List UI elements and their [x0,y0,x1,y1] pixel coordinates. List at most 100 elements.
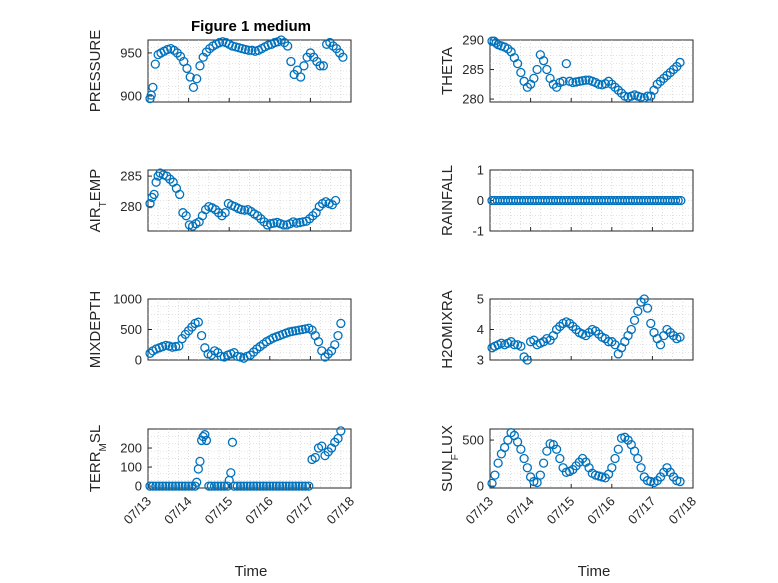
data-point [281,481,291,491]
data-point [665,67,675,78]
data-point [269,218,279,228]
data-point [185,72,195,82]
data-point [195,61,205,71]
data-point [561,58,571,69]
data-point [519,453,529,464]
data-point [193,317,203,327]
data-point [287,326,298,336]
y-tick-label: 4 [477,322,484,337]
data-point [232,481,242,491]
data-point [581,330,591,341]
data-point [313,337,324,347]
data-point [633,306,643,316]
data-point [177,481,187,491]
data-point [636,463,646,473]
y-axis-label: H2OMIXRA [439,290,456,368]
data-point [180,481,191,491]
data-point [336,426,346,436]
data-point [668,330,679,341]
data-point [490,470,500,480]
x-tick-label: 07/14 [503,494,537,528]
data-point [310,452,320,463]
data-point [491,38,501,48]
data-point [538,56,549,66]
data-point [516,67,526,78]
y-tick-label: -1 [472,224,484,239]
data-point [509,340,520,350]
data-point [209,481,220,491]
x-axis-label-right: Time [578,563,611,580]
data-point [170,481,181,491]
data-point [216,481,226,491]
data-point [178,208,188,218]
data-point [248,481,259,491]
data-point [308,211,318,221]
data-point [522,463,533,473]
data-point [167,342,178,352]
data-point [278,481,288,491]
data-point [512,437,523,447]
y-tick-label: 280 [120,199,142,214]
data-point [338,52,348,62]
data-point [594,329,604,339]
data-point [610,453,620,464]
data-point [151,177,161,187]
data-point [336,318,346,329]
subplot-grid: 900 950 PRESSURE 280 285 290 THETA 280 285 AIRTEM… [87,30,699,527]
data-point [304,481,314,491]
x-tick-label: 07/13 [121,494,155,528]
data-point [603,76,614,86]
data-point [258,481,268,491]
subplot-bottom-left: 0 100 200 07/13 07/14 07/15 07/16 07/17 07/18 TER… [87,425,357,527]
data-point [503,44,513,54]
data-point [655,472,666,482]
data-point [551,82,562,92]
data-point [551,324,562,335]
data-point [304,214,315,224]
x-tick-label: 07/14 [161,494,195,528]
data-point [538,337,549,347]
data-point [235,481,246,491]
data-point [161,340,171,351]
data-point [558,76,568,86]
data-point [183,481,194,491]
data-point [607,463,617,473]
y-tick-label: 1 [477,163,484,178]
y-axis-label: THETA [439,47,456,95]
data-point [151,481,161,491]
x-tick-label: 07/17 [625,494,659,528]
y-axis-label: PRESSURE [87,30,104,113]
data-point [659,73,669,84]
figure-title: Figure 1 medium [191,18,311,35]
data-point [181,211,191,221]
data-point [662,70,672,81]
data-point [516,444,526,454]
y-tick-label: 500 [462,433,484,448]
data-point [204,481,214,491]
data-point [192,74,202,84]
data-point [577,76,588,86]
data-point [278,220,289,230]
data-point [652,79,662,89]
data-point [529,73,539,84]
x-tick-label: 07/15 [544,494,578,528]
data-point [314,201,324,212]
data-point [226,468,236,478]
data-point [291,326,301,336]
y-tick-label: 0 [135,353,142,368]
data-point [670,195,681,206]
data-point [259,217,269,227]
data-point [294,481,304,491]
data-point [161,481,171,491]
y-tick-label: 285 [120,169,142,184]
data-point [613,85,623,95]
data-point [655,340,666,350]
x-tick-label: 07/15 [202,494,236,528]
y-tick-label: 3 [477,353,484,368]
data-point [633,453,643,464]
data-point [636,92,646,102]
data-point [192,477,202,487]
y-axis-label: RAINFALL [439,165,456,236]
data-point [229,481,239,491]
x-tick-label: 07/16 [584,494,618,528]
